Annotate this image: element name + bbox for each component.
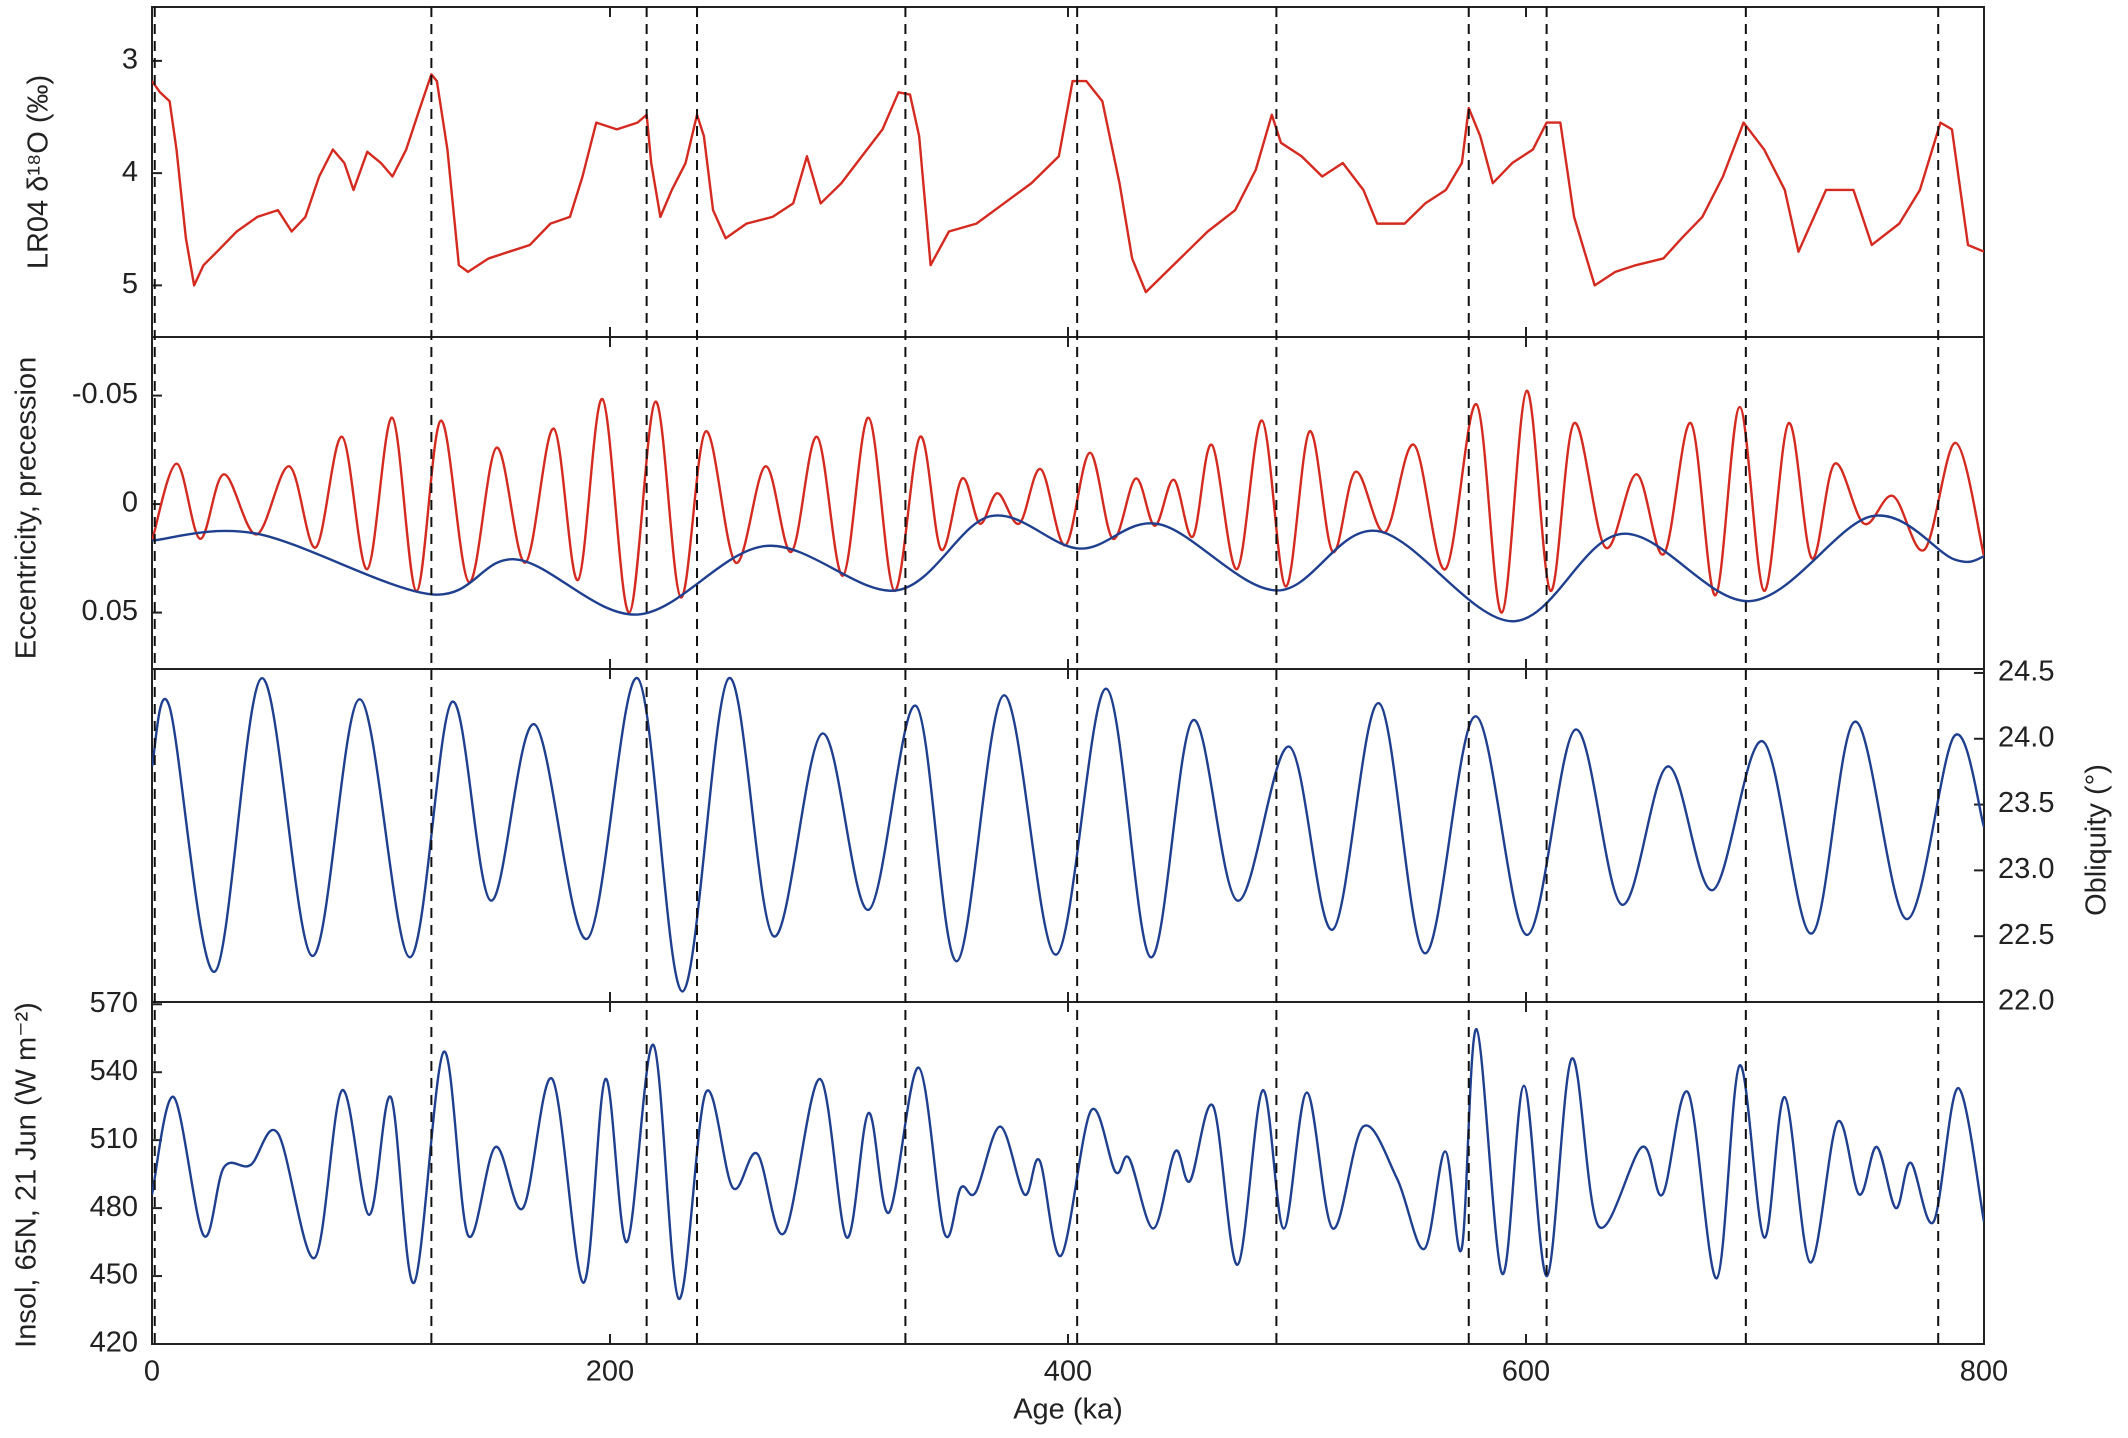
y-tick-label: 22.5	[1998, 919, 2054, 951]
y-tick-label: 3	[122, 44, 138, 76]
y-tick-label: 480	[90, 1191, 138, 1223]
panel-frame	[151, 6, 1985, 338]
y-tick-label: 4	[122, 156, 138, 188]
y-tick-label: 0	[122, 487, 138, 519]
data-line	[152, 676, 1984, 993]
y-tick-label: 510	[90, 1123, 138, 1155]
y-axis-label: Obliquity (°)	[2081, 764, 2113, 916]
x-tick-label: 800	[1960, 1356, 2008, 1388]
y-tick-label: 420	[90, 1327, 138, 1359]
y-tick-label: 450	[90, 1259, 138, 1291]
y-tick-label: 23.5	[1998, 787, 2054, 819]
x-tick-label: 600	[1502, 1356, 1550, 1388]
y-tick-label: 540	[90, 1055, 138, 1087]
data-line	[152, 514, 1984, 623]
data-line	[152, 389, 1984, 614]
x-axis-label: Age (ka)	[1013, 1394, 1123, 1426]
panel-frame	[151, 668, 1985, 1003]
data-line	[152, 73, 1984, 294]
y-axis-label: Insol, 65N, 21 Jun (W m⁻²)	[11, 1002, 43, 1348]
y-tick-label: 24.5	[1998, 656, 2054, 688]
y-axis-label: Eccentricity, precession	[11, 357, 43, 659]
y-tick-label: -0.05	[72, 378, 138, 410]
x-tick-label: 400	[1044, 1356, 1092, 1388]
y-tick-label: 0.05	[82, 595, 138, 627]
y-tick-label: 570	[90, 987, 138, 1019]
y-tick-label: 22.0	[1998, 985, 2054, 1017]
data-line	[152, 1027, 1984, 1300]
x-tick-label: 0	[144, 1356, 160, 1388]
x-tick-label: 200	[586, 1356, 634, 1388]
panel-frame	[151, 1001, 1985, 1345]
y-tick-label: 5	[122, 268, 138, 300]
panel-frame	[151, 336, 1985, 670]
y-axis-label: LR04 δ¹⁸O (‰)	[23, 75, 55, 269]
y-tick-label: 23.0	[1998, 853, 2054, 885]
y-tick-label: 24.0	[1998, 721, 2054, 753]
